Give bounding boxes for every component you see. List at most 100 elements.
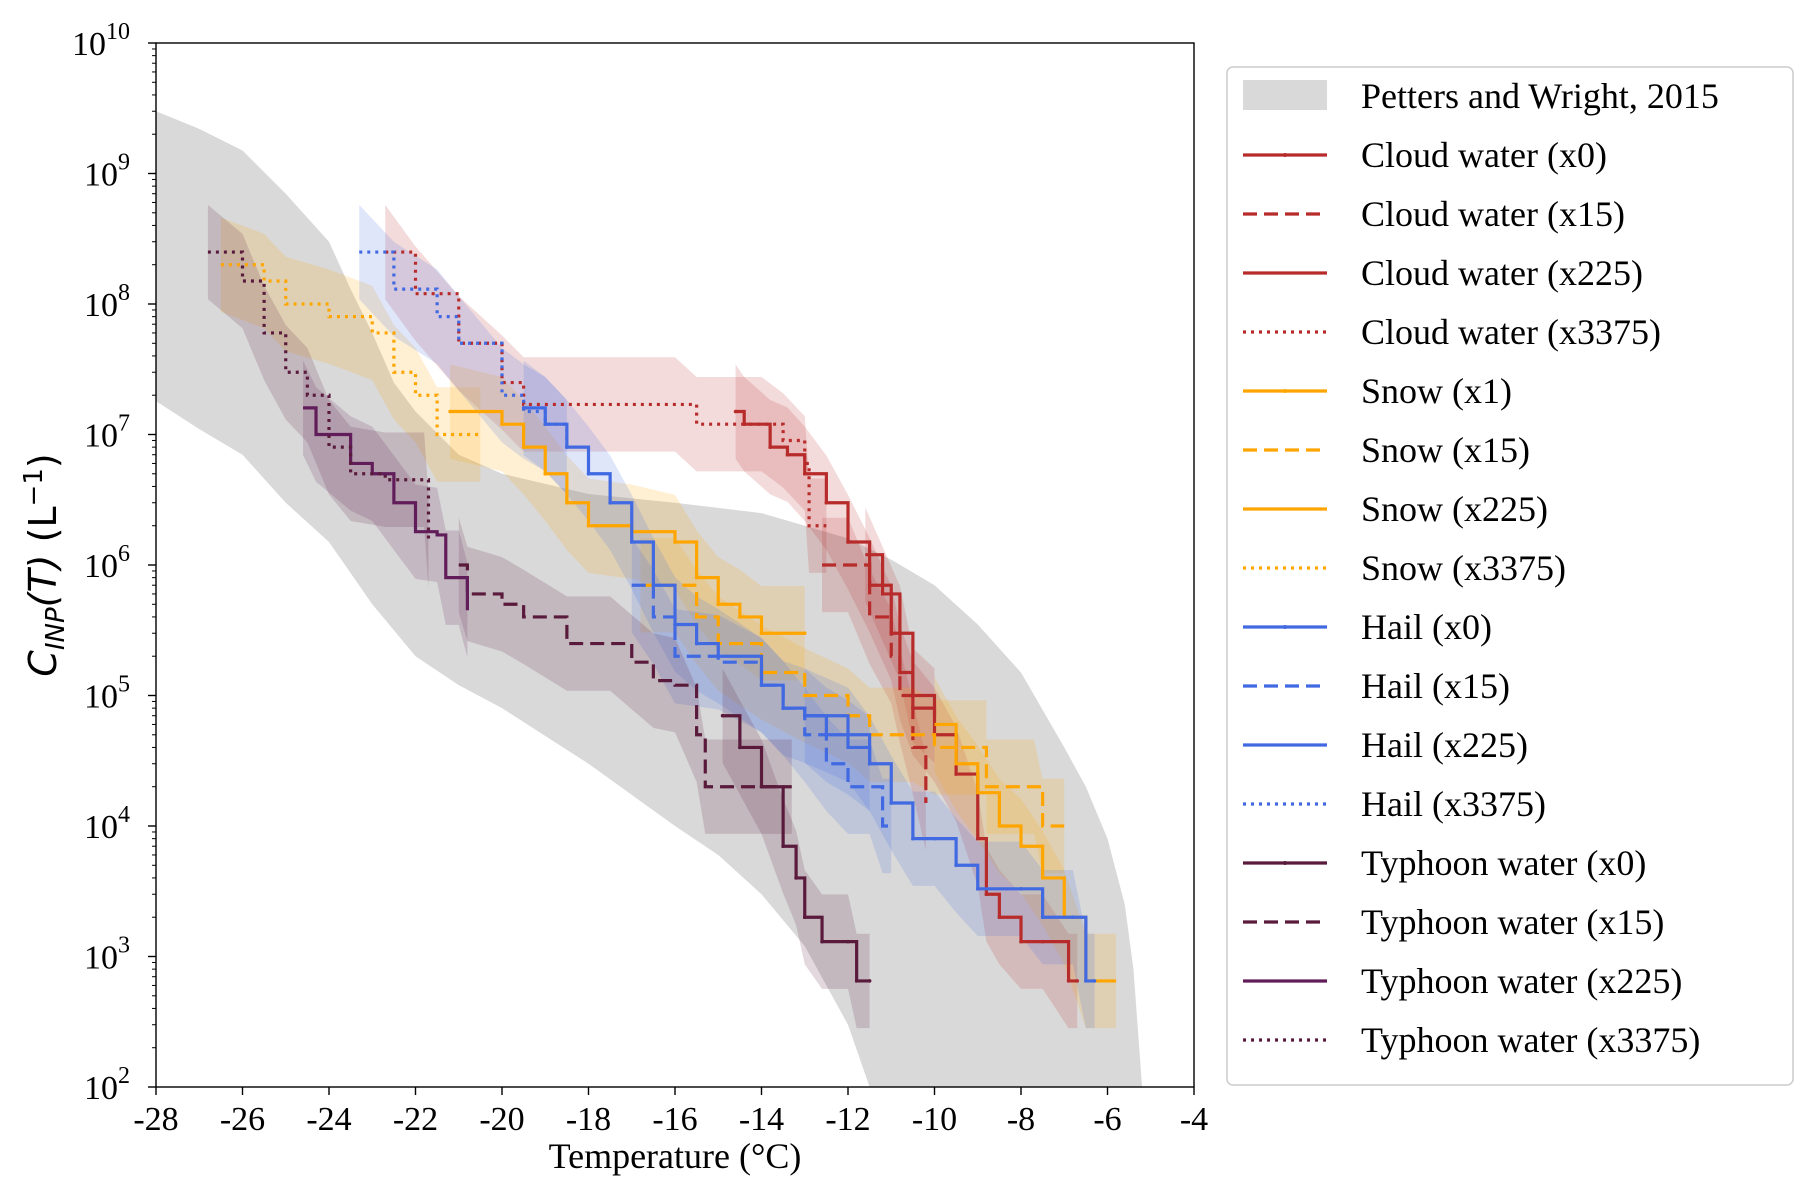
uncertainty-band bbox=[359, 204, 567, 495]
data-point bbox=[846, 939, 850, 944]
data-point bbox=[738, 615, 742, 619]
legend-marker bbox=[1283, 625, 1287, 629]
data-point bbox=[694, 641, 699, 646]
x-tick-label: -26 bbox=[220, 1101, 265, 1138]
y-tick-label: 106 bbox=[84, 541, 130, 585]
y-tick-label: 103 bbox=[84, 933, 130, 977]
data-point bbox=[824, 500, 829, 505]
data-point bbox=[898, 670, 902, 675]
legend-label: Typhoon water (x225) bbox=[1361, 961, 1682, 1001]
plot-content bbox=[156, 111, 1143, 1087]
data-point bbox=[975, 836, 980, 841]
data-point bbox=[500, 422, 504, 426]
uncertainty-band bbox=[804, 668, 870, 811]
legend-label: Petters and Wright, 2015 bbox=[1361, 76, 1719, 116]
legend-label: Cloud water (x3375) bbox=[1361, 312, 1661, 352]
legend-label: Hail (x225) bbox=[1361, 725, 1528, 765]
legend-label: Hail (x3375) bbox=[1361, 784, 1546, 824]
legend-marker bbox=[1283, 389, 1287, 393]
legend: Petters and Wright, 2015 Cloud water (x0)… bbox=[1226, 66, 1794, 1086]
legend-swatch-petters-wright bbox=[1243, 80, 1327, 110]
data-point bbox=[1092, 979, 1097, 983]
y-label-main: C bbox=[21, 650, 65, 677]
y-tick-label: 102 bbox=[84, 1063, 130, 1107]
data-point bbox=[820, 939, 824, 944]
data-point bbox=[1019, 887, 1023, 891]
data-point bbox=[1071, 915, 1075, 920]
data-point bbox=[673, 540, 677, 544]
y-tick-label: 1010 bbox=[72, 19, 130, 63]
series-line bbox=[865, 553, 937, 716]
data-point bbox=[759, 683, 764, 687]
series-line bbox=[303, 406, 469, 611]
legend-label: Snow (x225) bbox=[1361, 489, 1548, 529]
data-point bbox=[867, 979, 872, 983]
legend-marker bbox=[1283, 153, 1287, 157]
legend-label: Typhoon water (x0) bbox=[1361, 843, 1646, 883]
data-point bbox=[1066, 979, 1071, 983]
legend-marker bbox=[1283, 861, 1287, 865]
uncertainty-band bbox=[385, 204, 827, 573]
data-point bbox=[932, 836, 937, 841]
data-point bbox=[448, 409, 452, 414]
series-line bbox=[359, 250, 569, 448]
series-line bbox=[822, 563, 928, 804]
data-point bbox=[738, 745, 742, 750]
legend-label: Hail (x0) bbox=[1361, 607, 1492, 647]
uncertainty-band bbox=[220, 217, 481, 482]
x-tick-label: -4 bbox=[1180, 1101, 1208, 1138]
y-tick-label: 104 bbox=[84, 802, 130, 846]
data-point bbox=[954, 772, 958, 776]
legend-label: Cloud water (x225) bbox=[1361, 253, 1643, 293]
data-point bbox=[997, 915, 1002, 920]
data-point bbox=[785, 452, 790, 457]
x-tick-label: -6 bbox=[1093, 1101, 1121, 1138]
y-tick-label: 109 bbox=[84, 150, 130, 194]
uncertainty-band bbox=[934, 677, 1117, 1029]
plot-area bbox=[156, 111, 1143, 1087]
data-point bbox=[1084, 979, 1088, 983]
legend-label: Typhoon water (x15) bbox=[1361, 902, 1664, 942]
legend-label: Cloud water (x15) bbox=[1361, 194, 1625, 234]
data-point bbox=[954, 863, 958, 868]
x-tick-label: -12 bbox=[825, 1101, 870, 1138]
data-point bbox=[794, 876, 798, 880]
data-point bbox=[802, 631, 807, 636]
legend-label: Cloud water (x0) bbox=[1361, 135, 1607, 175]
x-tick-label: -22 bbox=[393, 1101, 438, 1138]
x-tick-label: -16 bbox=[652, 1101, 697, 1138]
series-line bbox=[458, 563, 792, 789]
data-point bbox=[889, 801, 894, 805]
x-tick-label: -10 bbox=[912, 1101, 957, 1138]
data-point bbox=[846, 540, 850, 544]
y-axis-label: CINP(T) (L−1) bbox=[19, 453, 71, 676]
axes: -28 -26 -24 -22 -20 -18 -16 -14 -12 -10 -8 -6 -4 102 1… bbox=[72, 19, 1208, 1138]
data-point bbox=[716, 602, 721, 607]
y-label-unit-close: ) bbox=[21, 453, 65, 468]
legend-label: Snow (x3375) bbox=[1361, 548, 1566, 588]
y-tick-label: 108 bbox=[84, 280, 130, 324]
data-point bbox=[911, 836, 915, 841]
y-tick-label: 107 bbox=[84, 411, 130, 455]
data-point bbox=[694, 575, 699, 580]
series-line bbox=[631, 583, 892, 828]
x-tick-label: -28 bbox=[133, 1101, 178, 1138]
data-point bbox=[802, 471, 807, 476]
legend-label: Snow (x15) bbox=[1361, 430, 1530, 470]
legend-label: Hail (x15) bbox=[1361, 666, 1510, 706]
data-point bbox=[759, 631, 764, 636]
x-tick-label: -14 bbox=[739, 1101, 784, 1138]
x-tick-label: -8 bbox=[1007, 1101, 1035, 1138]
uncertainty-band bbox=[450, 364, 805, 681]
uncertainty-band bbox=[458, 517, 792, 834]
legend-label: Typhoon water (x3375) bbox=[1361, 1020, 1700, 1060]
legend-box bbox=[1226, 66, 1794, 1086]
data-point bbox=[1040, 915, 1045, 920]
y-tick-label: 105 bbox=[84, 672, 130, 716]
y-label-unit-sup: −1 bbox=[19, 468, 49, 506]
data-point bbox=[975, 887, 980, 891]
data-point bbox=[673, 622, 677, 627]
data-point bbox=[1040, 939, 1045, 944]
legend-label: Snow (x1) bbox=[1361, 371, 1512, 411]
